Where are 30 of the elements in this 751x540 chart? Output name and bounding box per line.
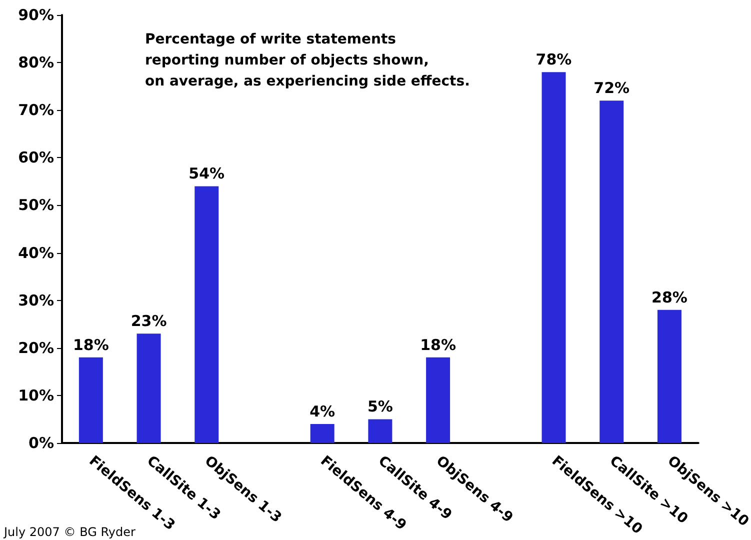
- data-label: 28%: [652, 288, 688, 306]
- data-label: 54%: [188, 164, 225, 183]
- data-label: 18%: [420, 336, 456, 354]
- y-tick-label: 0%: [28, 434, 54, 452]
- bar: [194, 186, 219, 443]
- bar: [426, 357, 450, 443]
- y-tick-label: 90%: [18, 6, 54, 24]
- bar: [136, 334, 161, 443]
- data-label: 72%: [594, 79, 630, 98]
- y-tick-label: 40%: [18, 244, 54, 262]
- bar: [657, 310, 682, 443]
- bar: [78, 357, 103, 443]
- y-tick-label: 80%: [18, 54, 54, 72]
- text: July 2007 © BG Ryder: [3, 525, 136, 539]
- y-tick-label: 20%: [18, 338, 54, 357]
- text: Percentage of write statements reporting number of objects shown, on average, as experiencing side effects.: [145, 32, 470, 90]
- bar: [542, 72, 566, 443]
- y-tick-label: 30%: [18, 291, 54, 310]
- y-tick-label: 60%: [18, 148, 54, 167]
- bar: [600, 100, 624, 443]
- data-label: 4%: [310, 402, 336, 420]
- bar: [368, 419, 392, 443]
- bar: [310, 424, 334, 443]
- data-label: 23%: [130, 312, 167, 330]
- y-tick-label: 50%: [18, 196, 54, 214]
- data-label: 18%: [72, 336, 109, 354]
- data-label: 5%: [367, 398, 393, 416]
- y-tick-label: 70%: [18, 101, 54, 120]
- y-tick-label: 10%: [18, 386, 54, 404]
- data-label: 78%: [536, 50, 572, 69]
